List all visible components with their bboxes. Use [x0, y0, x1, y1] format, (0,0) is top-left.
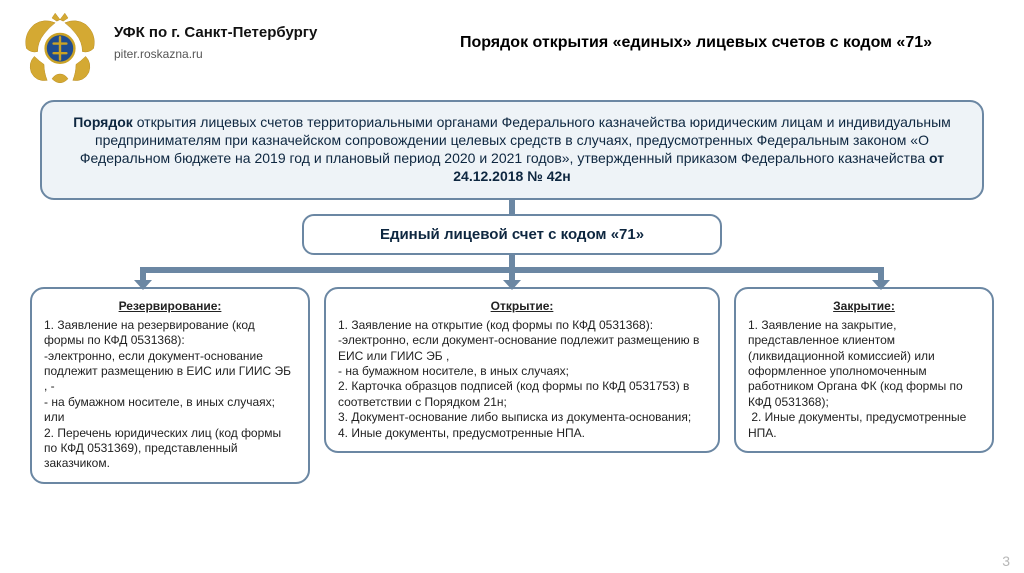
page-title: Порядок открытия «единых» лицевых счетов… [408, 10, 1004, 54]
connector-down-1 [509, 200, 515, 214]
arrow-down-mid-icon [509, 267, 515, 281]
intro-mid: открытия лицевых счетов территориальными… [80, 114, 951, 166]
mid-prefix: Единый лицевой счет с кодом [380, 226, 611, 243]
intro-box: Порядок открытия лицевых счетов территор… [40, 100, 984, 200]
arrow-down-right-icon [878, 267, 884, 281]
branch-connector [40, 255, 984, 287]
org-url: piter.roskazna.ru [114, 47, 394, 61]
column-body: 1. Заявление на резервирование (код форм… [44, 318, 296, 472]
header: УФК по г. Санкт-Петербургу piter.roskazn… [0, 0, 1024, 94]
columns: Резервирование: 1. Заявление на резервир… [0, 287, 1024, 484]
column-reservation: Резервирование: 1. Заявление на резервир… [30, 287, 310, 484]
column-title: Резервирование: [44, 299, 296, 314]
org-name: УФК по г. Санкт-Петербургу [114, 24, 394, 41]
column-title: Закрытие: [748, 299, 980, 314]
slide-number: 3 [1002, 553, 1010, 569]
mid-box: Единый лицевой счет с кодом «71» [302, 214, 722, 255]
arrow-down-left-icon [140, 267, 146, 281]
intro-bold1: Порядок [73, 114, 133, 130]
column-title: Открытие: [338, 299, 706, 314]
mid-code: «71» [611, 226, 644, 243]
column-opening: Открытие: 1. Заявление на открытие (код … [324, 287, 720, 453]
column-body: 1. Заявление на открытие (код формы по К… [338, 318, 706, 441]
column-body: 1. Заявление на закрытие, представленное… [748, 318, 980, 441]
org-block: УФК по г. Санкт-Петербургу piter.roskazn… [114, 10, 394, 61]
column-closing: Закрытие: 1. Заявление на закрытие, пред… [734, 287, 994, 453]
treasury-emblem-icon [20, 10, 100, 90]
intro-text: Порядок открытия лицевых счетов территор… [73, 114, 951, 184]
